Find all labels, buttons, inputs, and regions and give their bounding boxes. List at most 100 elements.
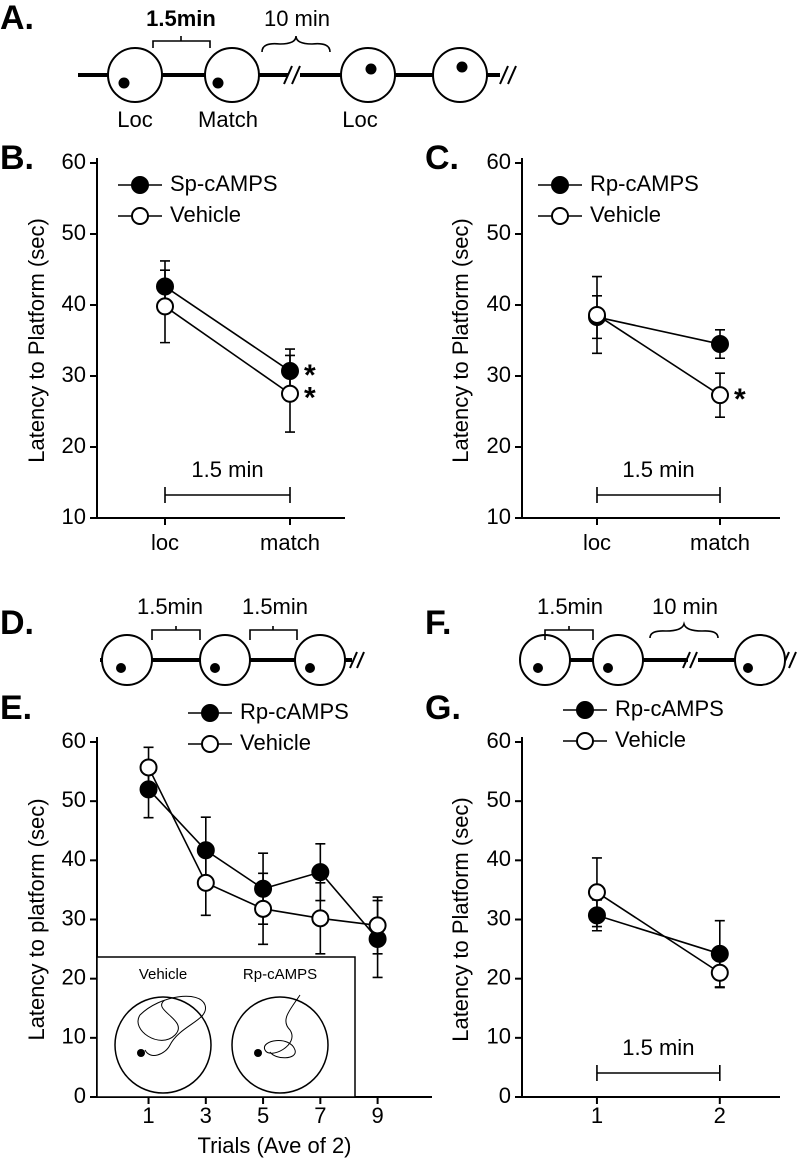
marker: [711, 386, 729, 405]
diagram-a: A. 1.5min 10 min Loc Match Loc: [0, 0, 517, 132]
marker: [196, 841, 215, 860]
annotation-bracket: [596, 487, 721, 503]
interval-label: 1.5min: [146, 6, 216, 31]
x-tick-label: 3: [200, 1103, 212, 1128]
platform-dots: [533, 663, 753, 673]
trial-label: Loc: [342, 107, 377, 132]
significance: *: [304, 359, 316, 392]
legend-label: Vehicle: [615, 727, 686, 752]
y-tick-label: 20: [487, 433, 511, 458]
marker: [156, 277, 174, 296]
y-tick-label: 20: [487, 964, 511, 989]
x-tick-label: 1: [591, 1103, 603, 1128]
y-tick-label: 20: [62, 433, 86, 458]
marker: [139, 780, 158, 799]
y-axis-title: Latency to Platform (sec): [448, 797, 473, 1042]
trial-label: Match: [198, 107, 258, 132]
marker: [281, 362, 299, 381]
panel-label: F.: [425, 604, 451, 642]
marker: [156, 297, 174, 316]
inset-pool: [231, 996, 329, 1094]
break-mark: [682, 651, 797, 669]
annotation-bracket: [164, 487, 291, 503]
annotation: 1.5 min: [191, 457, 263, 482]
legend-marker: [201, 735, 219, 753]
marker: [254, 879, 273, 898]
trial-label: Loc: [117, 107, 152, 132]
marker: [710, 944, 729, 963]
legend-label: Rp-cAMPS: [590, 171, 699, 196]
legend-marker: [551, 176, 569, 194]
legend-marker: [576, 701, 594, 719]
legend-marker: [131, 207, 149, 225]
y-tick-label: 50: [487, 220, 511, 245]
annotation: 1.5 min: [622, 457, 694, 482]
brace: [261, 35, 331, 53]
y-tick-label: 10: [62, 1024, 86, 1049]
inset-label: Vehicle: [139, 966, 187, 983]
y-tick-label: 0: [74, 1083, 86, 1108]
marker: [311, 909, 330, 928]
marker: [139, 758, 158, 777]
x-tick-label: 9: [371, 1103, 383, 1128]
legend-marker: [201, 704, 219, 722]
pool-icons: [519, 634, 786, 686]
y-axis-title: Latency to platform (sec): [24, 798, 49, 1040]
y-tick-label: 40: [62, 846, 86, 871]
series-line: [164, 305, 291, 395]
marker: [254, 899, 273, 918]
marker: [196, 873, 215, 892]
break-mark: [349, 651, 365, 669]
inset-pool: [114, 996, 212, 1094]
legend-label: Rp-cAMPS: [240, 699, 349, 724]
y-tick-label: 50: [62, 787, 86, 812]
inset-platform: [254, 1049, 262, 1057]
swim-path: [264, 994, 301, 1059]
y-tick-label: 30: [487, 362, 511, 387]
diagram-d: D. 1.5min 1.5min: [0, 594, 365, 686]
x-tick-label: match: [260, 530, 320, 555]
interval-label: 1.5min: [137, 594, 203, 619]
y-tick-label: 50: [487, 787, 511, 812]
significance: *: [734, 383, 746, 416]
marker: [710, 963, 729, 982]
interval-label: 10 min: [652, 594, 718, 619]
y-tick-label: 40: [487, 846, 511, 871]
platform-dots: [116, 663, 315, 673]
diagram-f: F. 1.5min 10 min: [425, 594, 797, 686]
bracket: [544, 626, 594, 640]
y-axis-title: Latency to Platform (sec): [448, 218, 473, 463]
marker: [368, 916, 387, 935]
y-tick-label: 50: [62, 220, 86, 245]
annotation-bracket: [596, 1065, 721, 1081]
x-tick-label: 7: [314, 1103, 326, 1128]
series-line: [596, 316, 721, 345]
y-tick-label: 20: [62, 964, 86, 989]
y-tick-label: 60: [62, 149, 86, 174]
panel-label: A.: [0, 0, 34, 37]
y-tick-label: 40: [487, 291, 511, 316]
inset-label: Rp-cAMPS: [243, 966, 317, 983]
y-tick-label: 30: [62, 905, 86, 930]
interval-label: 1.5min: [537, 594, 603, 619]
y-axis-title: Latency to Platform (sec): [24, 218, 49, 463]
panel-label: B.: [0, 139, 34, 177]
series-line: [164, 285, 291, 372]
y-tick-label: 10: [487, 504, 511, 529]
y-tick-label: 60: [62, 728, 86, 753]
annotation: 1.5 min: [622, 1035, 694, 1060]
legend-label: Sp-cAMPS: [170, 171, 278, 196]
significance: *: [304, 382, 316, 415]
bracket: [151, 626, 298, 640]
x-tick-label: 2: [714, 1103, 726, 1128]
marker: [588, 305, 606, 324]
legend-marker: [551, 207, 569, 225]
legend-marker: [576, 732, 594, 750]
swim-path: [137, 995, 206, 1056]
brace: [649, 621, 719, 639]
y-tick-label: 60: [487, 728, 511, 753]
x-tick-label: 5: [257, 1103, 269, 1128]
legend-label: Vehicle: [240, 730, 311, 755]
marker: [587, 906, 606, 925]
